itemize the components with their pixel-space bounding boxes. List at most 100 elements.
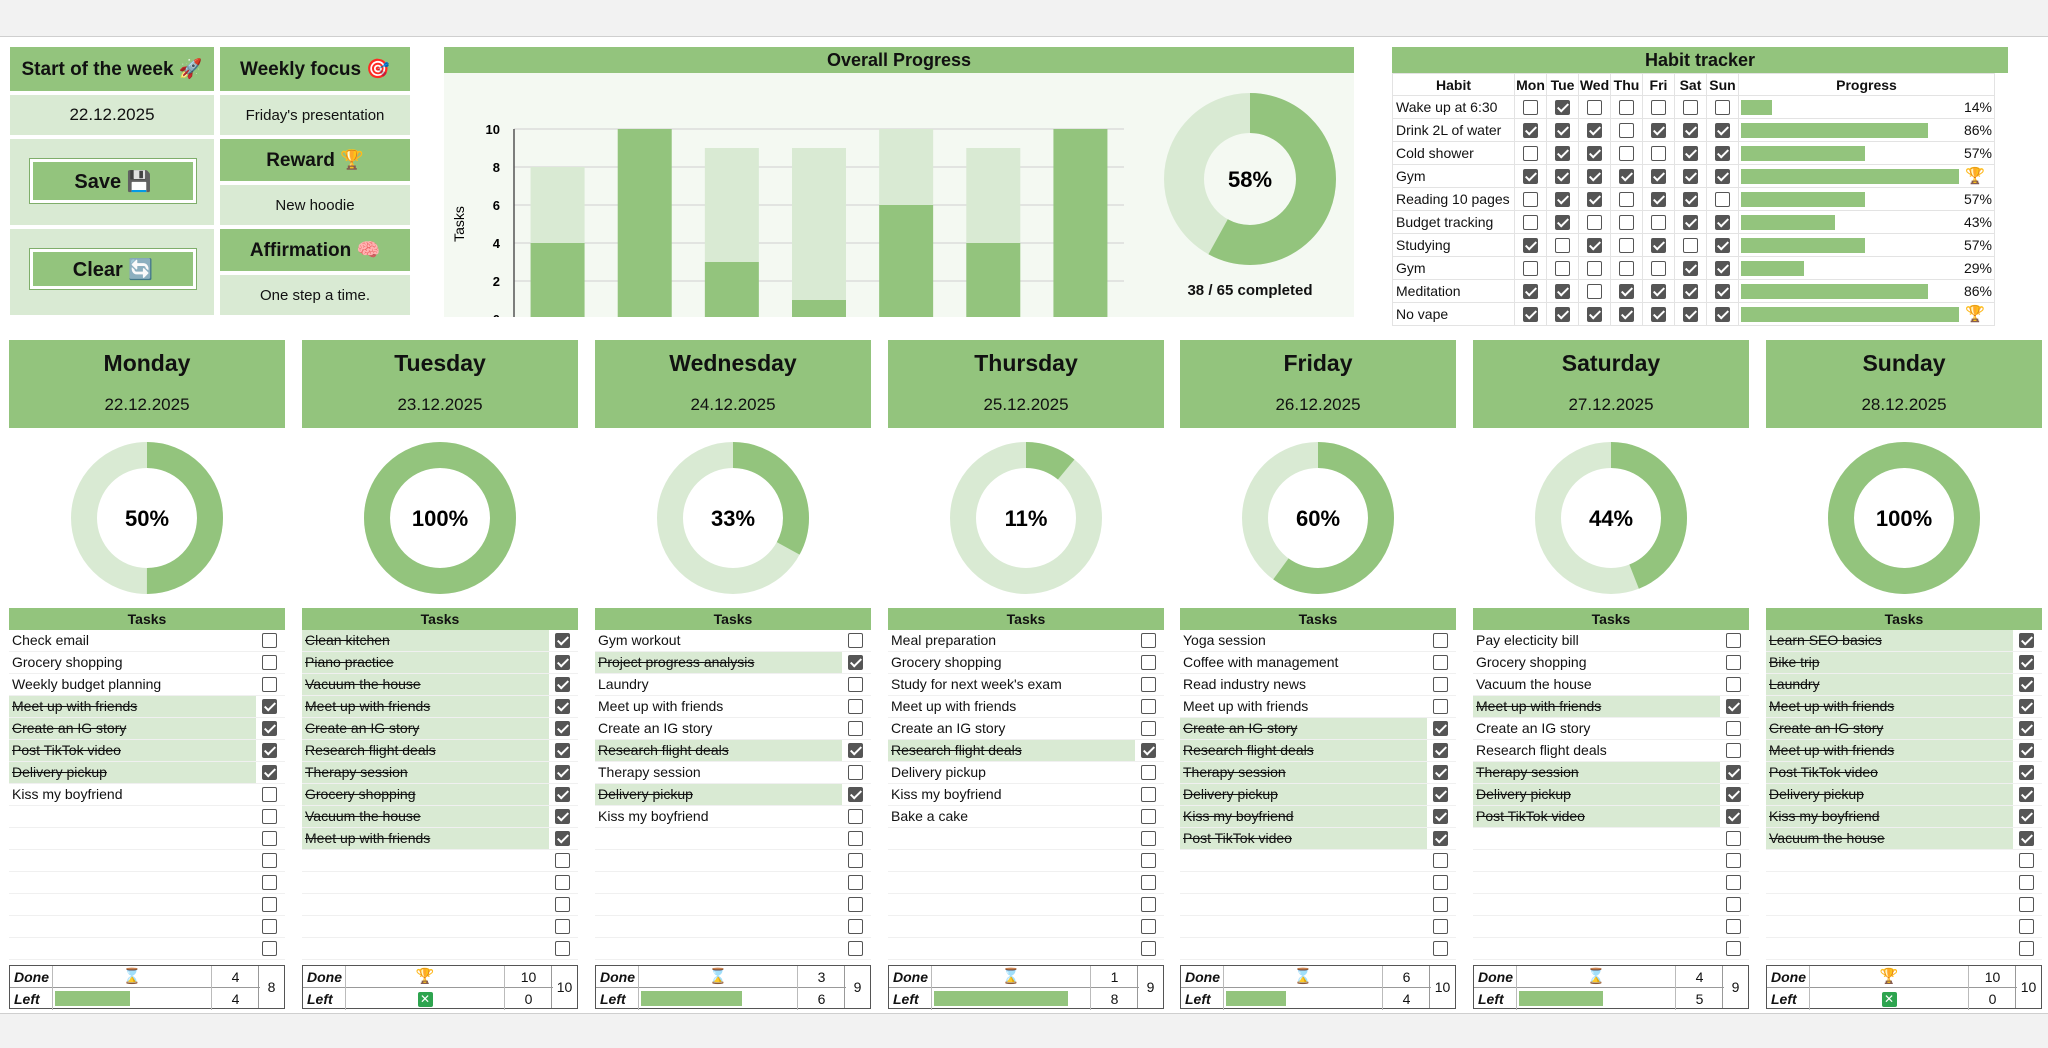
- habit-checkbox[interactable]: [1715, 261, 1730, 277]
- task-checkbox[interactable]: [1141, 655, 1156, 670]
- task-checkbox[interactable]: [1726, 655, 1741, 670]
- habit-checkbox[interactable]: [1587, 238, 1602, 254]
- habit-checkbox[interactable]: [1555, 192, 1570, 208]
- task-label[interactable]: [9, 938, 256, 959]
- task-checkbox[interactable]: [848, 875, 863, 890]
- habit-checkbox[interactable]: [1587, 123, 1602, 139]
- task-checkbox[interactable]: [1726, 743, 1741, 758]
- task-checkbox[interactable]: [262, 853, 277, 868]
- task-label[interactable]: Therapy session: [302, 762, 549, 783]
- task-checkbox[interactable]: [1726, 677, 1741, 692]
- task-checkbox[interactable]: [1433, 853, 1448, 868]
- task-checkbox[interactable]: [555, 853, 570, 868]
- task-checkbox[interactable]: [848, 787, 863, 802]
- task-label[interactable]: Delivery pickup: [1473, 784, 1720, 805]
- task-checkbox[interactable]: [1726, 699, 1741, 714]
- task-checkbox[interactable]: [262, 941, 277, 956]
- task-checkbox[interactable]: [2019, 721, 2034, 736]
- task-checkbox[interactable]: [555, 677, 570, 692]
- habit-checkbox[interactable]: [1555, 284, 1570, 300]
- task-label[interactable]: Clean kitchen: [302, 630, 549, 651]
- task-checkbox[interactable]: [848, 743, 863, 758]
- habit-checkbox[interactable]: [1683, 215, 1698, 231]
- habit-checkbox[interactable]: [1523, 307, 1538, 323]
- task-checkbox[interactable]: [555, 743, 570, 758]
- habit-checkbox[interactable]: [1651, 284, 1666, 300]
- task-checkbox[interactable]: [1141, 677, 1156, 692]
- task-checkbox[interactable]: [2019, 919, 2034, 934]
- task-label[interactable]: Check email: [12, 632, 90, 648]
- task-label[interactable]: Grocery shopping: [1476, 654, 1587, 670]
- weekly-focus-value[interactable]: Friday's presentation: [220, 95, 410, 135]
- task-checkbox[interactable]: [848, 809, 863, 824]
- habit-checkbox[interactable]: [1555, 238, 1570, 254]
- task-label[interactable]: [595, 894, 842, 915]
- task-checkbox[interactable]: [1726, 941, 1741, 956]
- task-label[interactable]: [595, 850, 842, 871]
- task-checkbox[interactable]: [1726, 919, 1741, 934]
- task-checkbox[interactable]: [1726, 853, 1741, 868]
- task-label[interactable]: Post TikTok video: [9, 740, 256, 761]
- habit-checkbox[interactable]: [1587, 146, 1602, 162]
- task-label[interactable]: Grocery shopping: [891, 654, 1002, 670]
- task-checkbox[interactable]: [2019, 787, 2034, 802]
- task-checkbox[interactable]: [1141, 699, 1156, 714]
- task-label[interactable]: Create an IG story: [1476, 720, 1591, 736]
- task-label[interactable]: [1473, 916, 1720, 937]
- habit-checkbox[interactable]: [1619, 215, 1634, 231]
- task-checkbox[interactable]: [848, 721, 863, 736]
- habit-checkbox[interactable]: [1715, 146, 1730, 162]
- task-label[interactable]: Meet up with friends: [1766, 696, 2013, 717]
- task-checkbox[interactable]: [848, 897, 863, 912]
- task-checkbox[interactable]: [848, 655, 863, 670]
- task-label[interactable]: Vacuum the house: [302, 806, 549, 827]
- task-label[interactable]: Study for next week's exam: [891, 676, 1062, 692]
- habit-checkbox[interactable]: [1619, 169, 1634, 185]
- task-label[interactable]: Post TikTok video: [1766, 762, 2013, 783]
- task-label[interactable]: [595, 828, 842, 849]
- task-checkbox[interactable]: [555, 721, 570, 736]
- task-label[interactable]: Delivery pickup: [1180, 784, 1427, 805]
- task-label[interactable]: Create an IG story: [302, 718, 549, 739]
- habit-checkbox[interactable]: [1523, 192, 1538, 208]
- task-checkbox[interactable]: [1726, 831, 1741, 846]
- task-label[interactable]: Yoga session: [1183, 632, 1266, 648]
- task-checkbox[interactable]: [2019, 897, 2034, 912]
- habit-checkbox[interactable]: [1523, 146, 1538, 162]
- habit-checkbox[interactable]: [1555, 123, 1570, 139]
- task-checkbox[interactable]: [555, 765, 570, 780]
- habit-checkbox[interactable]: [1555, 215, 1570, 231]
- task-checkbox[interactable]: [262, 633, 277, 648]
- task-label[interactable]: [9, 872, 256, 893]
- task-checkbox[interactable]: [262, 919, 277, 934]
- task-checkbox[interactable]: [1433, 809, 1448, 824]
- task-checkbox[interactable]: [848, 853, 863, 868]
- habit-checkbox[interactable]: [1523, 238, 1538, 254]
- task-checkbox[interactable]: [1726, 721, 1741, 736]
- task-checkbox[interactable]: [262, 875, 277, 890]
- habit-checkbox[interactable]: [1651, 100, 1666, 116]
- task-checkbox[interactable]: [1433, 699, 1448, 714]
- task-label[interactable]: [1766, 872, 2013, 893]
- task-label[interactable]: Laundry: [598, 676, 649, 692]
- task-checkbox[interactable]: [2019, 699, 2034, 714]
- task-label[interactable]: Post TikTok video: [1180, 828, 1427, 849]
- task-checkbox[interactable]: [848, 919, 863, 934]
- task-checkbox[interactable]: [1433, 743, 1448, 758]
- task-label[interactable]: Delivery pickup: [891, 764, 986, 780]
- habit-checkbox[interactable]: [1619, 261, 1634, 277]
- habit-checkbox[interactable]: [1683, 261, 1698, 277]
- task-checkbox[interactable]: [262, 743, 277, 758]
- task-label[interactable]: [1766, 938, 2013, 959]
- task-label[interactable]: Research flight deals: [1476, 742, 1607, 758]
- habit-checkbox[interactable]: [1619, 100, 1634, 116]
- task-checkbox[interactable]: [2019, 765, 2034, 780]
- task-label[interactable]: [9, 828, 256, 849]
- task-label[interactable]: Create an IG story: [9, 718, 256, 739]
- habit-checkbox[interactable]: [1587, 261, 1602, 277]
- habit-checkbox[interactable]: [1683, 284, 1698, 300]
- habit-checkbox[interactable]: [1651, 146, 1666, 162]
- habit-checkbox[interactable]: [1715, 238, 1730, 254]
- task-checkbox[interactable]: [262, 699, 277, 714]
- task-label[interactable]: [1766, 894, 2013, 915]
